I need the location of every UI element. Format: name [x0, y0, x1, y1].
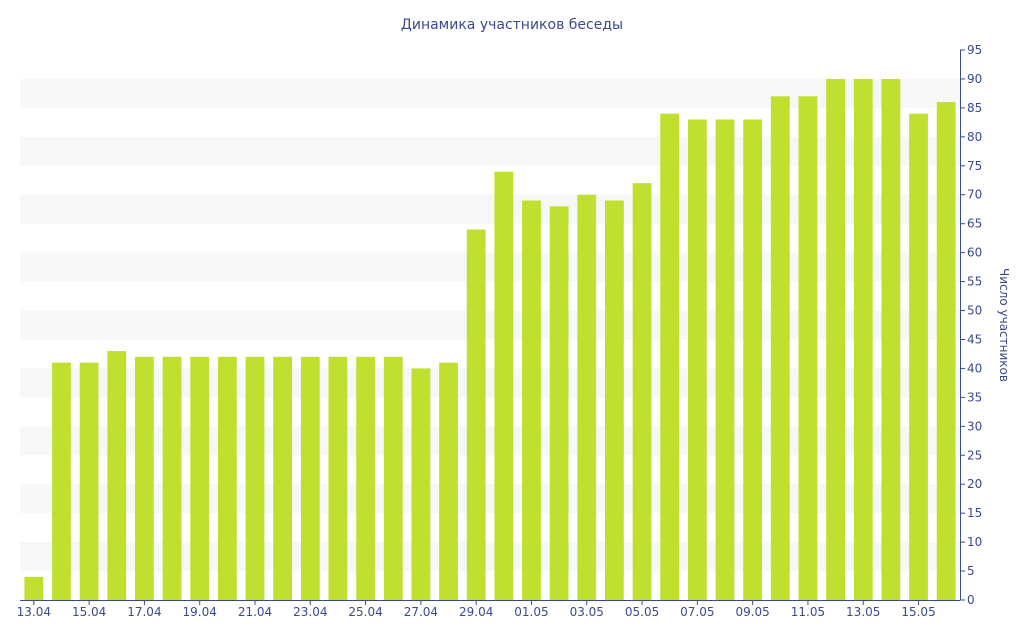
grid-band [20, 368, 960, 398]
grid-band [20, 310, 960, 340]
y-tick-label: 70 [967, 188, 982, 202]
x-tick-label: 11.05 [791, 605, 825, 619]
bar [356, 356, 375, 600]
y-tick-label: 75 [967, 159, 982, 173]
x-tick-label: 23.04 [293, 605, 327, 619]
bar [577, 194, 597, 600]
bar [466, 229, 486, 600]
y-tick-label: 35 [967, 390, 982, 404]
y-tick-label: 15 [967, 506, 982, 520]
bar [494, 171, 514, 600]
bar [162, 356, 182, 600]
bar [439, 362, 458, 600]
bar [52, 362, 71, 600]
bar [383, 356, 403, 600]
bar [245, 356, 265, 600]
x-tick-label: 07.05 [680, 605, 714, 619]
bar [217, 356, 237, 600]
bar [660, 113, 680, 601]
y-tick-label: 40 [967, 361, 982, 375]
x-tick-label: 29.04 [459, 605, 493, 619]
y-tick-label: 25 [967, 448, 982, 462]
grid-band [20, 426, 960, 456]
y-tick-label: 95 [967, 43, 982, 57]
bar [328, 356, 348, 600]
bar [853, 78, 873, 600]
x-tick-label: 03.05 [570, 605, 604, 619]
x-tick-label: 13.05 [846, 605, 880, 619]
bar [79, 362, 99, 600]
grid-band [20, 136, 960, 166]
bar [632, 183, 652, 600]
bar [549, 206, 569, 600]
grid-band [20, 78, 960, 108]
y-tick-label: 10 [967, 535, 982, 549]
bar [135, 356, 154, 600]
bar [411, 368, 431, 600]
bar [826, 78, 845, 600]
grid-band [20, 194, 960, 224]
x-tick-label: 15.04 [72, 605, 106, 619]
bar [190, 356, 210, 600]
x-tick-label: 19.04 [183, 605, 217, 619]
bar [107, 351, 127, 600]
grid-bands [20, 78, 960, 572]
bar [936, 102, 956, 601]
y-tick-label: 45 [967, 332, 982, 346]
x-tick-label: 05.05 [625, 605, 659, 619]
x-tick-label: 15.05 [901, 605, 935, 619]
bar [687, 119, 707, 600]
y-tick-label: 55 [967, 275, 982, 289]
x-tick-label: 25.04 [348, 605, 382, 619]
y-tick-label: 60 [967, 246, 982, 260]
y-tick-label: 50 [967, 304, 982, 318]
y-tick-label: 30 [967, 419, 982, 433]
bar [881, 78, 901, 600]
chart-title: Динамика участников беседы [401, 17, 623, 33]
bar [273, 356, 293, 600]
x-tick-label: 27.04 [404, 605, 438, 619]
bar [24, 576, 44, 600]
bar [300, 356, 320, 600]
x-axis: 13.04 15.04 17.04 19.04 21.04 23.04 25.04 27.04… [17, 600, 960, 619]
bars [24, 78, 956, 601]
bar [743, 119, 763, 600]
y-tick-label: 90 [967, 72, 982, 86]
bar [715, 119, 735, 600]
y-tick-label: 85 [967, 101, 982, 115]
x-tick-label: 09.05 [735, 605, 769, 619]
y-tick-label: 20 [967, 477, 982, 491]
y-tick-label: 80 [967, 130, 982, 144]
grid-band [20, 542, 960, 572]
x-tick-label: 13.04 [17, 605, 51, 619]
y-tick-label: 5 [967, 564, 975, 578]
bar [522, 200, 541, 601]
y-axis-label: Число участников [997, 268, 1011, 382]
bar [605, 200, 624, 601]
x-tick-label: 01.05 [514, 605, 548, 619]
y-tick-label: 65 [967, 217, 982, 231]
grid-band [20, 484, 960, 514]
y-axis: 0 5 10 15 20 25 30 35 40 45 50 55 60 65 70 75 80 85 90 95 [960, 43, 982, 607]
x-tick-label: 21.04 [238, 605, 272, 619]
grid-band [20, 252, 960, 282]
bar [909, 113, 928, 601]
y-tick-label: 0 [967, 593, 975, 607]
x-tick-label: 17.04 [127, 605, 161, 619]
bar [798, 96, 818, 600]
bar [770, 96, 790, 600]
